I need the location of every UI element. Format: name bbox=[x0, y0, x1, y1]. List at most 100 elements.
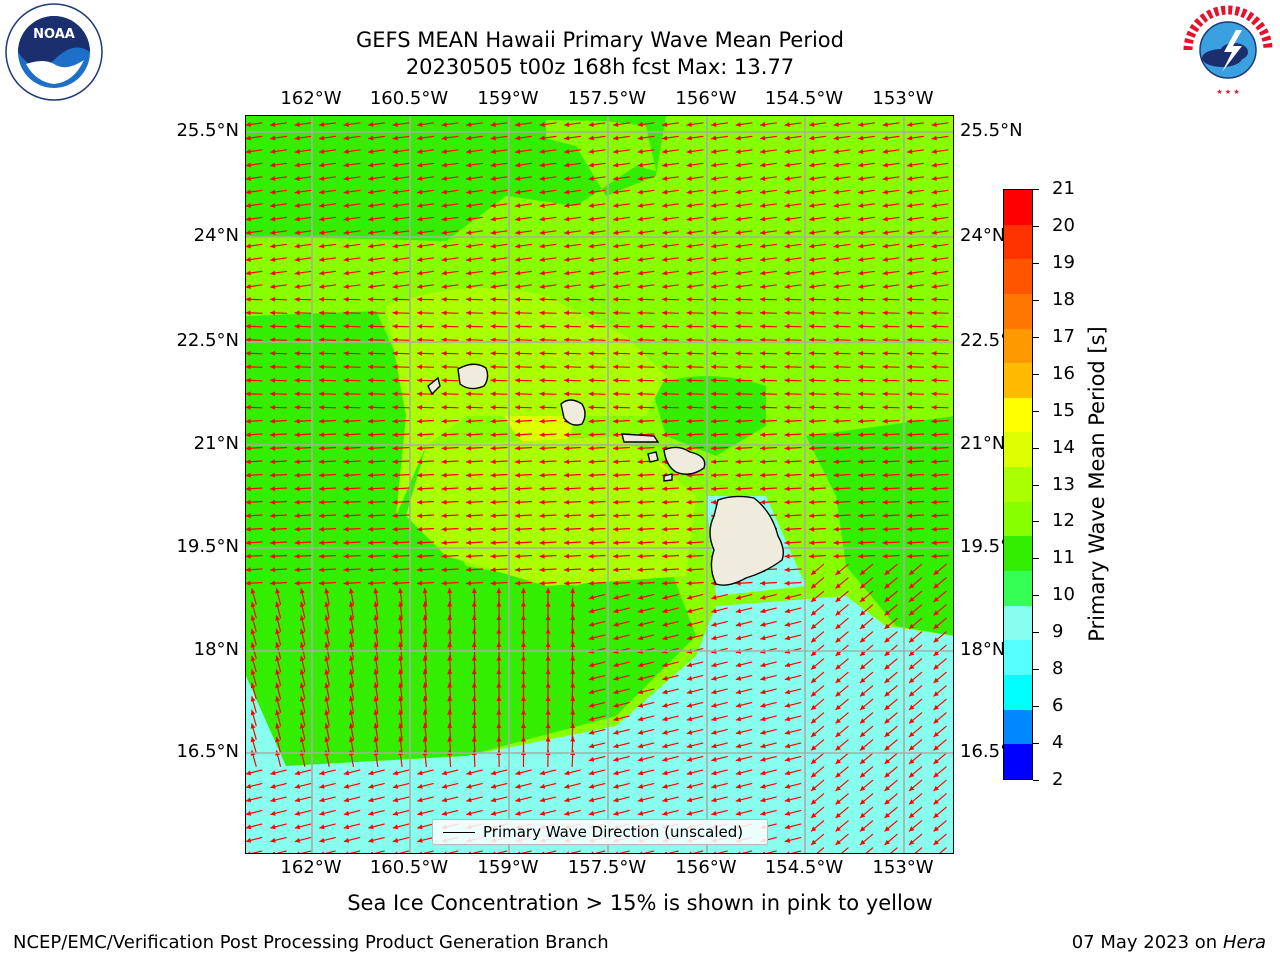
wave-arrow-head bbox=[686, 418, 692, 424]
wave-arrow-head bbox=[392, 337, 398, 343]
wave-arrow-head bbox=[564, 216, 570, 222]
wave-arrow-head bbox=[588, 567, 594, 573]
lat-tick-left: 19.5°N bbox=[176, 536, 239, 557]
wave-arrow-head bbox=[613, 486, 619, 492]
wave-arrow-head bbox=[882, 404, 888, 410]
colorbar-segment bbox=[1004, 397, 1032, 433]
wave-arrow-head bbox=[539, 499, 545, 505]
wave-arrow-head bbox=[588, 472, 594, 478]
wave-arrow-head bbox=[711, 149, 717, 154]
wave-arrow-head bbox=[931, 350, 937, 356]
wave-arrow-head bbox=[882, 459, 888, 465]
wave-arrow-head bbox=[637, 284, 643, 289]
wave-arrow-head bbox=[324, 682, 330, 689]
wave-arrow-head bbox=[686, 216, 692, 222]
wave-arrow-head bbox=[784, 122, 790, 127]
wave-arrow-head bbox=[735, 716, 742, 722]
wave-arrow-shaft bbox=[865, 847, 874, 853]
wave-arrow-shaft bbox=[692, 850, 704, 853]
wave-arrow-head bbox=[637, 621, 644, 627]
wave-arrow-head bbox=[270, 162, 276, 168]
wave-arrow-head bbox=[564, 553, 570, 559]
wave-arrow-head bbox=[319, 418, 325, 424]
wave-arrow-head bbox=[270, 783, 276, 789]
wave-arrow-head bbox=[860, 650, 866, 656]
wave-arrow-head bbox=[588, 337, 594, 343]
wave-arrow-head bbox=[270, 432, 276, 438]
wave-arrow-head bbox=[343, 459, 349, 465]
wave-arrow-head bbox=[246, 377, 251, 383]
wave-arrow-head bbox=[809, 162, 815, 168]
wave-arrow-head bbox=[539, 149, 545, 154]
wave-direction-arrows bbox=[246, 122, 949, 853]
wave-arrow-head bbox=[392, 149, 398, 154]
wave-arrow-head bbox=[662, 675, 668, 681]
wave-arrow-head bbox=[735, 783, 742, 789]
wave-arrow-head bbox=[466, 310, 472, 316]
wave-arrow-head bbox=[884, 839, 890, 845]
wave-arrow-head bbox=[447, 642, 453, 648]
wave-arrow-head bbox=[270, 377, 276, 383]
wave-arrow-head bbox=[417, 783, 423, 789]
wave-arrow-head bbox=[784, 350, 790, 356]
wave-arrow-head bbox=[931, 553, 937, 559]
wave-arrow-head bbox=[686, 377, 692, 383]
lat-tick-right: 21°N bbox=[960, 433, 1006, 454]
wave-arrow-head bbox=[566, 851, 569, 853]
wave-arrow-head bbox=[784, 797, 791, 803]
wave-arrow-head bbox=[246, 770, 252, 776]
wave-arrow-head bbox=[860, 758, 866, 764]
wave-arrow-head bbox=[613, 284, 619, 289]
wave-arrow-head bbox=[833, 323, 839, 329]
wave-arrow-shaft bbox=[349, 850, 361, 853]
wave-arrow-head bbox=[545, 588, 551, 594]
wave-arrow-head bbox=[392, 810, 399, 816]
wave-arrow-head bbox=[811, 596, 817, 602]
wave-arrow-head bbox=[490, 350, 496, 356]
wave-arrow-head bbox=[319, 323, 325, 329]
wave-arrow-head bbox=[319, 284, 325, 289]
wave-arrow-head bbox=[907, 513, 913, 519]
wave-arrow-head bbox=[294, 230, 300, 235]
wave-arrow-head bbox=[784, 662, 791, 668]
wave-arrow-head bbox=[368, 243, 374, 249]
wave-arrow-head bbox=[711, 122, 717, 127]
wave-arrow-shaft bbox=[251, 850, 263, 853]
wave-arrow-head bbox=[637, 567, 643, 573]
wave-arrow-head bbox=[368, 284, 374, 289]
wave-arrow-head bbox=[564, 176, 570, 181]
wave-arrow-head bbox=[933, 745, 939, 751]
wave-arrow-head bbox=[760, 296, 766, 302]
wave-arrow-head bbox=[884, 610, 890, 616]
colorbar-tick-label: 10 bbox=[1052, 584, 1075, 606]
wave-arrow-head bbox=[490, 364, 496, 370]
wave-arrow-head bbox=[833, 445, 839, 451]
wave-arrow-head bbox=[515, 391, 521, 397]
wave-arrow-head bbox=[368, 135, 374, 141]
wave-arrow-head bbox=[422, 736, 428, 742]
wave-arrow-head bbox=[246, 432, 251, 438]
wave-arrow-head bbox=[613, 675, 619, 681]
wave-arrow-head bbox=[517, 851, 520, 853]
wave-arrow-head bbox=[662, 189, 668, 195]
wave-arrow-head bbox=[784, 526, 790, 532]
wave-arrow-head bbox=[907, 526, 913, 532]
footer-host: Hera bbox=[1222, 932, 1266, 953]
wave-arrow-head bbox=[662, 567, 668, 573]
wave-arrow-head bbox=[637, 203, 643, 208]
wave-arrow-shaft bbox=[619, 850, 630, 853]
wave-arrow-head bbox=[564, 270, 570, 276]
wave-arrow-shaft bbox=[594, 850, 606, 853]
wave-arrow-head bbox=[784, 540, 790, 546]
wave-arrow-head bbox=[613, 310, 619, 316]
wave-arrow-head bbox=[348, 736, 354, 742]
wave-arrow-head bbox=[588, 580, 594, 586]
wave-arrow-head bbox=[539, 230, 545, 235]
legend-label: Primary Wave Direction (unscaled) bbox=[483, 823, 744, 841]
wave-arrow-head bbox=[613, 418, 619, 424]
wave-arrow-head bbox=[299, 601, 305, 608]
wave-arrow-head bbox=[319, 257, 325, 262]
wave-arrow-head bbox=[417, 797, 423, 803]
wave-arrow-head bbox=[613, 567, 619, 573]
colorbar-tick bbox=[1033, 558, 1039, 560]
